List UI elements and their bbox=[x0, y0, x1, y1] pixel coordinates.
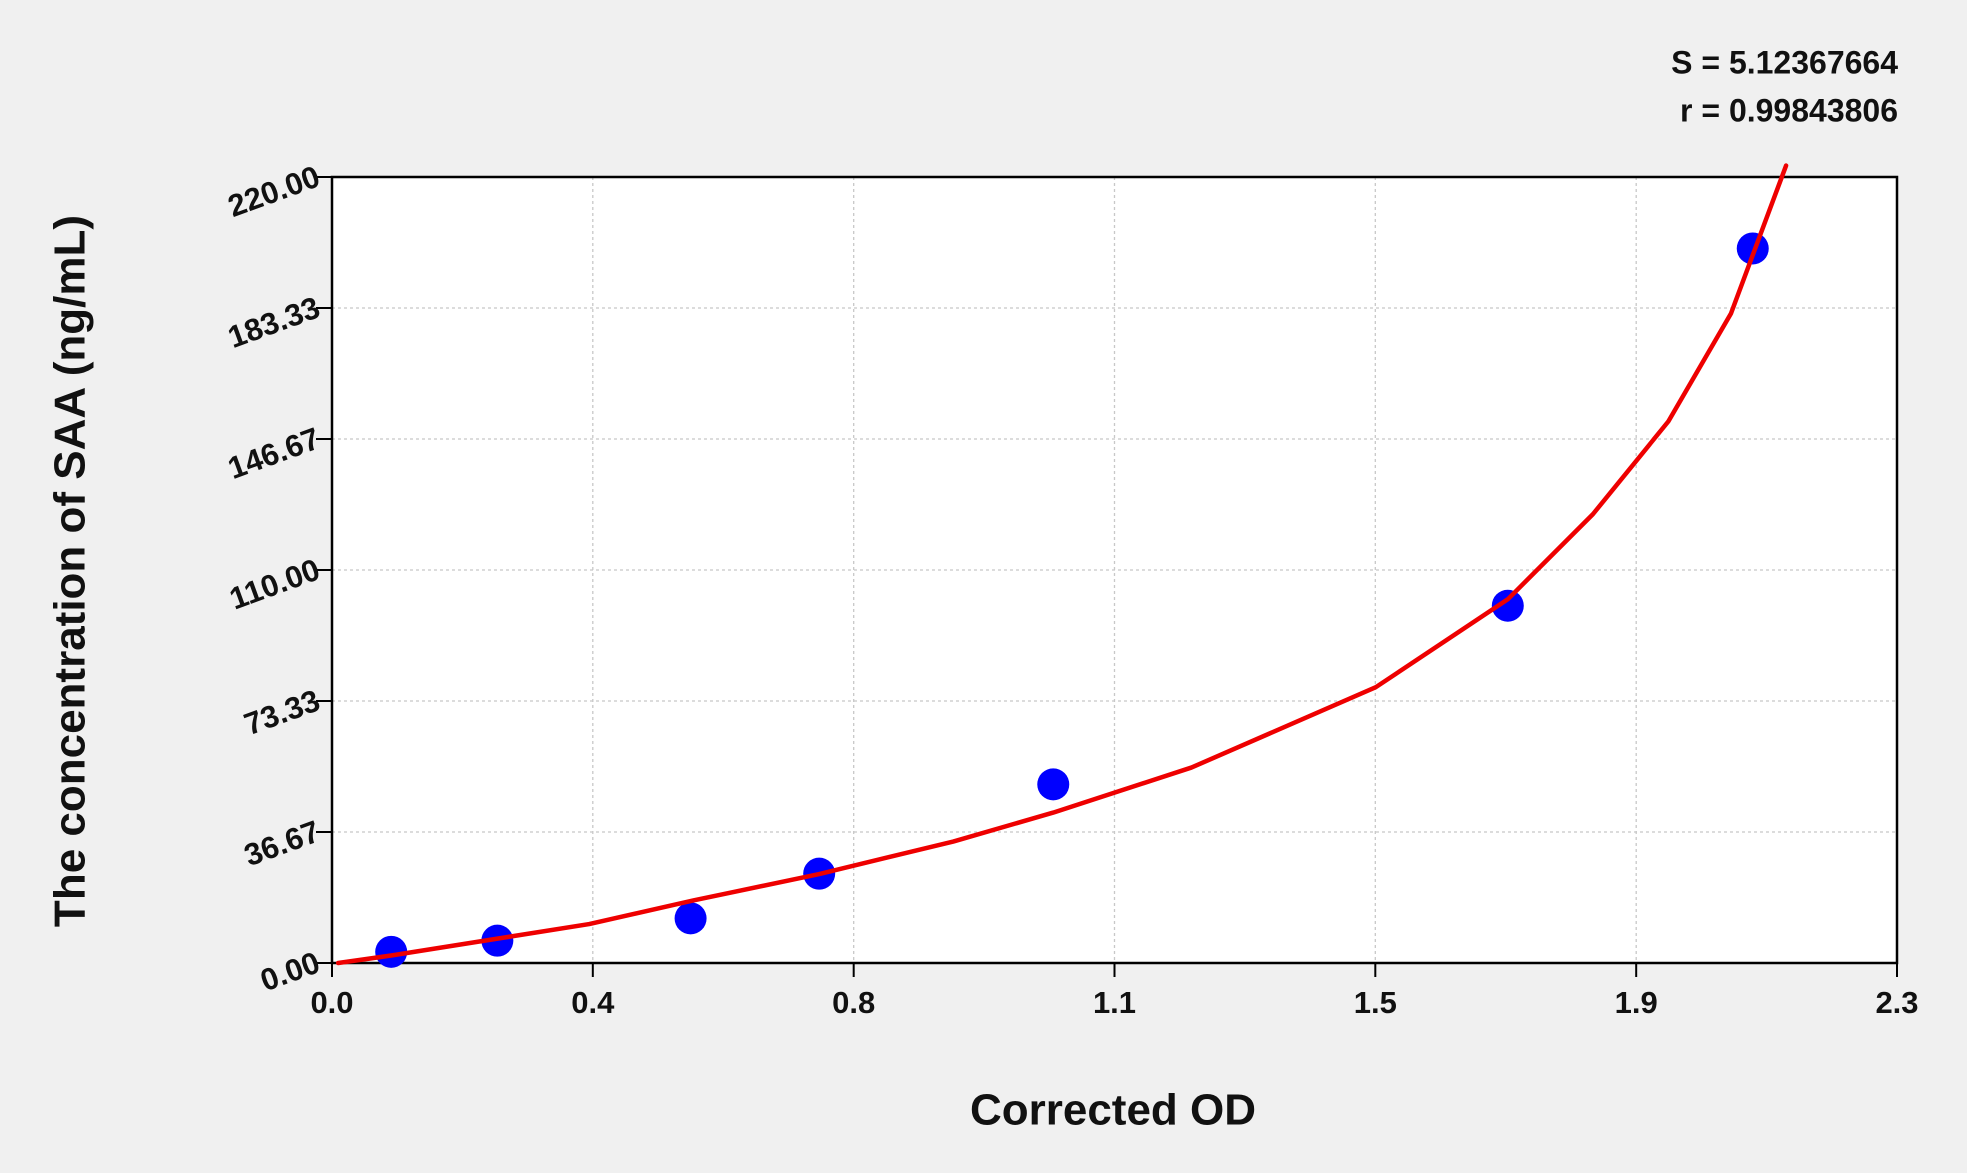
x-tick-label: 0.0 bbox=[310, 985, 353, 1020]
data-point bbox=[375, 935, 408, 968]
y-axis-title: The concentration of SAA (ng/mL) bbox=[46, 215, 95, 927]
fit-curve bbox=[335, 163, 1789, 966]
annotation: r = 0.99843806 bbox=[1680, 92, 1898, 128]
x-tick-label: 1.5 bbox=[1354, 985, 1397, 1020]
x-axis-title: Corrected OD bbox=[970, 1086, 1256, 1135]
data-point bbox=[1736, 232, 1769, 265]
plot-border bbox=[330, 175, 1899, 965]
x-tick-label: 1.1 bbox=[1093, 985, 1136, 1020]
data-point bbox=[1037, 768, 1070, 801]
data-point bbox=[674, 902, 707, 935]
data-point bbox=[1491, 589, 1524, 622]
x-tick-label: 0.8 bbox=[832, 985, 875, 1020]
x-tick-label: 2.3 bbox=[1875, 985, 1918, 1020]
x-tick-label: 0.4 bbox=[571, 985, 615, 1020]
x-tick-label: 1.9 bbox=[1615, 985, 1658, 1020]
annotation: S = 5.12367664 bbox=[1671, 44, 1898, 80]
